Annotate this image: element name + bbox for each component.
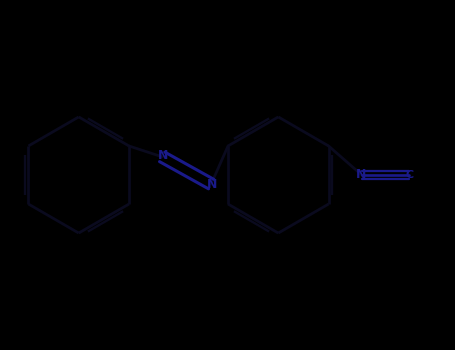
Text: C: C (406, 170, 414, 180)
Text: N: N (356, 168, 366, 182)
Text: N: N (158, 149, 168, 162)
Text: N: N (207, 178, 217, 191)
